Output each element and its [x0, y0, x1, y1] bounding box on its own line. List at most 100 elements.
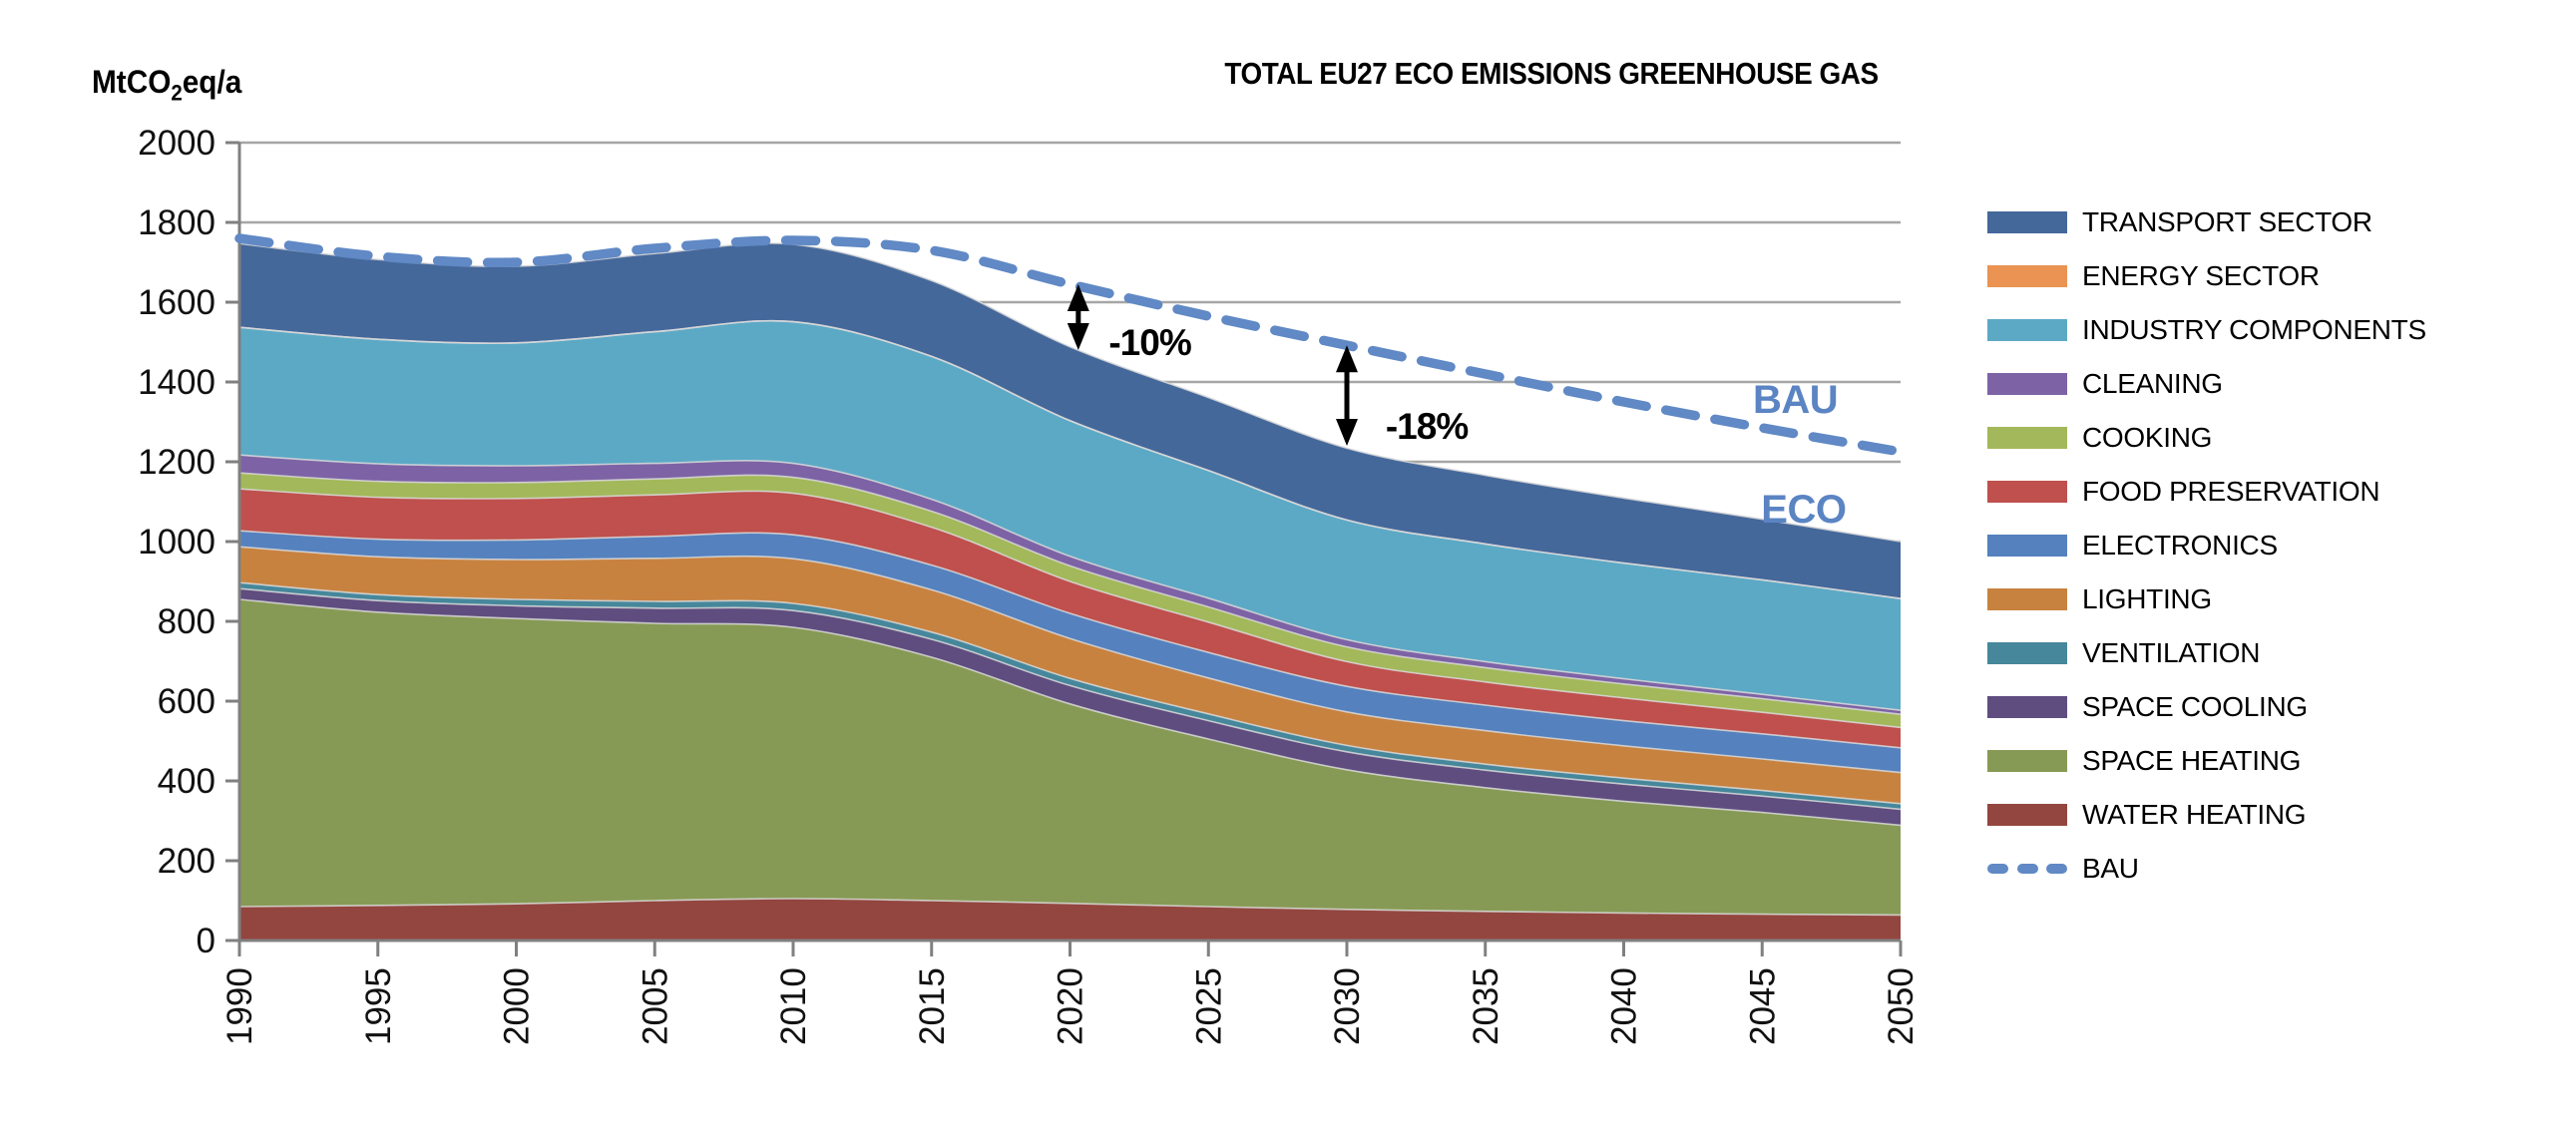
inline-label-bau: BAU: [1753, 378, 1838, 422]
y-axis-unit-prefix: MtCO: [92, 64, 172, 100]
area-boundary: [238, 454, 1902, 711]
area-space-cooling: [239, 588, 1901, 826]
x-tick-label: 2010: [774, 967, 813, 1045]
y-axis-unit-subscript: 2: [171, 80, 183, 106]
legend-item-industry-components: INDUSTRY COMPONENTS: [1987, 303, 2426, 357]
legend-label: TRANSPORT SECTOR: [2082, 206, 2372, 237]
y-tick-label: 1000: [138, 523, 215, 562]
x-tick-label: 2000: [498, 967, 537, 1045]
legend-color-swatch: [1987, 427, 2067, 449]
legend-label: ELECTRONICS: [2082, 530, 2278, 561]
y-tick-label: 1200: [138, 443, 215, 482]
area-cooking: [239, 473, 1901, 728]
legend-item-cleaning: CLEANING: [1987, 357, 2426, 411]
y-tick-label: 0: [197, 922, 215, 960]
area-boundary: [238, 587, 1902, 811]
legend-color-swatch: [1987, 750, 2067, 772]
legend-color-swatch: [1987, 535, 2067, 557]
x-tick-label: 2020: [1052, 967, 1090, 1045]
legend-item-transport-sector: TRANSPORT SECTOR: [1987, 195, 2426, 249]
y-tick-label: 600: [158, 682, 215, 721]
legend-color-swatch: [1987, 211, 2067, 233]
legend-item-electronics: ELECTRONICS: [1987, 519, 2426, 572]
legend-label: CLEANING: [2082, 368, 2223, 399]
y-axis-unit-suffix: eq/a: [182, 64, 242, 100]
annotation-arrowhead-down: [1336, 419, 1358, 446]
annotation-arrowhead-up: [1336, 345, 1358, 373]
x-tick-label: 2045: [1743, 967, 1782, 1045]
annotation-label: -18%: [1386, 406, 1468, 447]
legend-color-swatch: [1987, 696, 2067, 718]
area-boundary: [238, 530, 1902, 749]
legend-item-cooking: COOKING: [1987, 411, 2426, 465]
area-boundary: [238, 581, 1902, 805]
chart-title: TOTAL EU27 ECO EMISSIONS GREENHOUSE GAS: [1224, 56, 1879, 91]
x-tick-label: 1990: [220, 967, 259, 1045]
legend-dash-swatch: [1987, 864, 2067, 874]
area-boundary: [238, 472, 1902, 715]
y-tick-label: 800: [158, 602, 215, 641]
area-space-heating: [239, 599, 1901, 916]
area-boundary: [238, 898, 1902, 917]
legend-label: SPACE HEATING: [2082, 745, 2302, 776]
inline-label-eco: ECO: [1761, 488, 1846, 532]
legend-color-swatch: [1987, 588, 2067, 610]
legend-item-food-preservation: FOOD PRESERVATION: [1987, 465, 2426, 519]
legend-label: VENTILATION: [2082, 637, 2261, 668]
y-tick-label: 1800: [138, 203, 215, 242]
legend-item-lighting: LIGHTING: [1987, 572, 2426, 626]
legend-label: BAU: [2082, 853, 2139, 884]
x-tick-label: 2030: [1328, 967, 1367, 1045]
legend-item-ventilation: VENTILATION: [1987, 626, 2426, 680]
legend: TRANSPORT SECTOR ENERGY SECTOR INDUSTRY CO…: [1987, 195, 2426, 896]
area-boundary: [238, 598, 1902, 827]
legend-label: SPACE COOLING: [2082, 691, 2308, 722]
y-axis-title: MtCO2eq/a: [92, 64, 241, 106]
legend-color-swatch: [1987, 265, 2067, 287]
y-tick-label: 2000: [138, 124, 215, 163]
area-lighting: [239, 547, 1901, 804]
legend-item-space-cooling: SPACE COOLING: [1987, 680, 2426, 734]
annotation-label: -10%: [1108, 322, 1190, 363]
x-tick-label: 1995: [359, 967, 398, 1045]
legend-label: INDUSTRY COMPONENTS: [2082, 314, 2426, 345]
legend-color-swatch: [1987, 642, 2067, 664]
area-food-preservation: [239, 489, 1901, 748]
y-tick-label: 1400: [138, 363, 215, 402]
area-boundary: [238, 488, 1902, 729]
legend-label: COOKING: [2082, 422, 2213, 453]
legend-label: FOOD PRESERVATION: [2082, 476, 2380, 507]
legend-label: ENERGY SECTOR: [2082, 260, 2320, 291]
y-tick-label: 200: [158, 842, 215, 881]
x-tick-label: 2040: [1605, 967, 1644, 1045]
legend-color-swatch: [1987, 804, 2067, 826]
x-tick-label: 2015: [913, 967, 952, 1045]
area-industry-components: [239, 320, 1901, 711]
area-boundary: [238, 319, 1902, 599]
annotation-arrowhead-up: [1067, 284, 1089, 311]
legend-color-swatch: [1987, 481, 2067, 503]
x-tick-label: 2035: [1467, 967, 1505, 1045]
x-tick-label: 2050: [1882, 967, 1921, 1045]
area-electronics: [239, 531, 1901, 773]
y-tick-label: 1600: [138, 283, 215, 322]
y-tick-label: 400: [158, 762, 215, 801]
legend-color-swatch: [1987, 319, 2067, 341]
legend-color-swatch: [1987, 373, 2067, 395]
area-boundary: [238, 546, 1902, 774]
legend-item-space-heating: SPACE HEATING: [1987, 734, 2426, 788]
area-cleaning: [239, 455, 1901, 715]
legend-label: LIGHTING: [2082, 583, 2212, 614]
annotation-arrowhead-down: [1067, 323, 1089, 350]
area-transport-sector: [239, 242, 1901, 599]
bau-dashed-line: [234, 233, 1906, 457]
legend-item-water-heating: WATER HEATING: [1987, 788, 2426, 842]
x-tick-label: 2025: [1189, 967, 1228, 1045]
area-water-heating: [239, 899, 1901, 941]
legend-item-energy-sector: ENERGY SECTOR: [1987, 249, 2426, 303]
legend-label: WATER HEATING: [2082, 799, 2307, 830]
x-tick-label: 2005: [636, 967, 674, 1045]
legend-item-bau: BAU: [1987, 842, 2426, 896]
